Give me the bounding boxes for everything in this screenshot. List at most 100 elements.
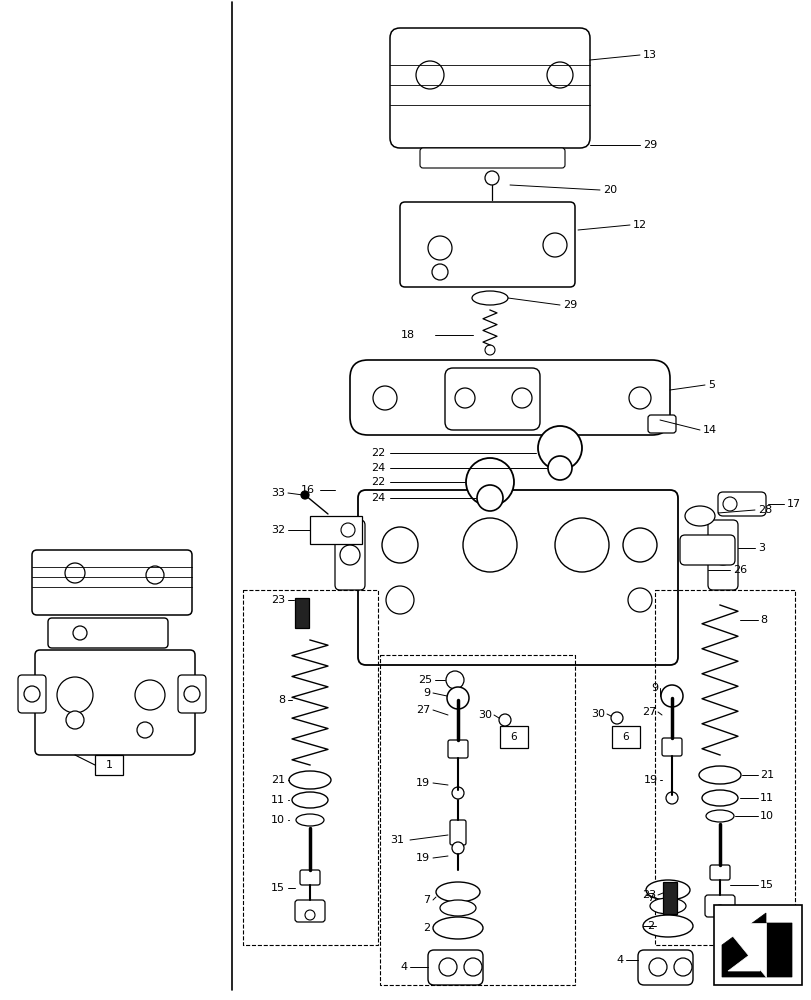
FancyBboxPatch shape xyxy=(299,870,320,885)
Circle shape xyxy=(463,958,482,976)
FancyBboxPatch shape xyxy=(647,415,676,433)
Circle shape xyxy=(135,680,165,710)
FancyBboxPatch shape xyxy=(707,520,737,590)
Text: 23: 23 xyxy=(271,595,285,605)
Text: 5: 5 xyxy=(707,380,714,390)
Circle shape xyxy=(714,905,724,915)
Ellipse shape xyxy=(432,917,483,939)
Circle shape xyxy=(57,677,93,713)
Circle shape xyxy=(452,842,463,854)
Text: 19: 19 xyxy=(415,853,430,863)
Circle shape xyxy=(427,236,452,260)
FancyBboxPatch shape xyxy=(427,950,483,985)
Text: 21: 21 xyxy=(759,770,773,780)
Circle shape xyxy=(137,722,152,738)
Text: 7: 7 xyxy=(423,895,430,905)
Circle shape xyxy=(415,61,444,89)
Circle shape xyxy=(547,62,573,88)
FancyBboxPatch shape xyxy=(637,950,692,985)
Circle shape xyxy=(665,792,677,804)
Text: 4: 4 xyxy=(401,962,407,972)
Circle shape xyxy=(439,958,457,976)
Text: 29: 29 xyxy=(562,300,577,310)
Text: 6: 6 xyxy=(510,732,517,742)
Text: 26: 26 xyxy=(732,565,746,575)
Circle shape xyxy=(381,527,418,563)
FancyBboxPatch shape xyxy=(389,28,590,148)
Circle shape xyxy=(547,456,571,480)
Text: 30: 30 xyxy=(590,709,604,719)
Text: 22: 22 xyxy=(371,477,384,487)
Ellipse shape xyxy=(649,898,685,914)
FancyBboxPatch shape xyxy=(444,368,539,430)
Text: 19: 19 xyxy=(643,775,657,785)
Circle shape xyxy=(146,566,164,584)
Circle shape xyxy=(722,497,736,511)
Bar xyxy=(654,590,794,945)
Polygon shape xyxy=(721,913,791,977)
FancyBboxPatch shape xyxy=(704,895,734,917)
Circle shape xyxy=(627,588,651,612)
Text: 24: 24 xyxy=(371,463,384,473)
Text: 2: 2 xyxy=(423,923,430,933)
Ellipse shape xyxy=(642,915,692,937)
Circle shape xyxy=(372,386,397,410)
Text: 17: 17 xyxy=(786,499,800,509)
Text: 3: 3 xyxy=(757,543,764,553)
Circle shape xyxy=(24,686,40,702)
Text: 27: 27 xyxy=(415,705,430,715)
Ellipse shape xyxy=(292,792,328,808)
Bar xyxy=(713,905,801,985)
Circle shape xyxy=(66,711,84,729)
Bar xyxy=(310,516,362,544)
Text: 15: 15 xyxy=(759,880,773,890)
Circle shape xyxy=(446,687,469,709)
Circle shape xyxy=(629,387,650,409)
Ellipse shape xyxy=(289,771,331,789)
Text: 11: 11 xyxy=(759,793,773,803)
Ellipse shape xyxy=(646,880,689,900)
Circle shape xyxy=(301,491,309,499)
Text: 8: 8 xyxy=(759,615,766,625)
Ellipse shape xyxy=(702,790,737,806)
Circle shape xyxy=(466,458,513,506)
Circle shape xyxy=(554,518,608,572)
Text: 29: 29 xyxy=(642,140,656,150)
Text: 32: 32 xyxy=(271,525,285,535)
Text: 20: 20 xyxy=(603,185,616,195)
FancyBboxPatch shape xyxy=(448,740,467,758)
Circle shape xyxy=(452,787,463,799)
FancyBboxPatch shape xyxy=(419,148,564,168)
FancyBboxPatch shape xyxy=(48,618,168,648)
Ellipse shape xyxy=(436,882,479,902)
Ellipse shape xyxy=(471,291,508,305)
Text: 25: 25 xyxy=(418,675,431,685)
Circle shape xyxy=(538,426,581,470)
Circle shape xyxy=(484,345,495,355)
Circle shape xyxy=(462,518,517,572)
Circle shape xyxy=(454,388,474,408)
Circle shape xyxy=(673,958,691,976)
Text: 16: 16 xyxy=(301,485,315,495)
Bar xyxy=(663,882,676,914)
Text: 6: 6 xyxy=(622,732,629,742)
Text: 31: 31 xyxy=(389,835,404,845)
Circle shape xyxy=(648,958,666,976)
Ellipse shape xyxy=(296,814,324,826)
Circle shape xyxy=(340,545,359,565)
FancyBboxPatch shape xyxy=(717,492,765,516)
FancyBboxPatch shape xyxy=(358,490,677,665)
Bar xyxy=(380,655,574,985)
Circle shape xyxy=(73,626,87,640)
Text: 19: 19 xyxy=(415,778,430,788)
Bar xyxy=(500,726,527,748)
Circle shape xyxy=(622,528,656,562)
Text: 11: 11 xyxy=(271,795,285,805)
Bar xyxy=(95,755,122,775)
FancyBboxPatch shape xyxy=(449,820,466,845)
Circle shape xyxy=(512,388,531,408)
FancyBboxPatch shape xyxy=(400,202,574,287)
Circle shape xyxy=(305,910,315,920)
Text: 4: 4 xyxy=(616,955,623,965)
FancyBboxPatch shape xyxy=(178,675,206,713)
